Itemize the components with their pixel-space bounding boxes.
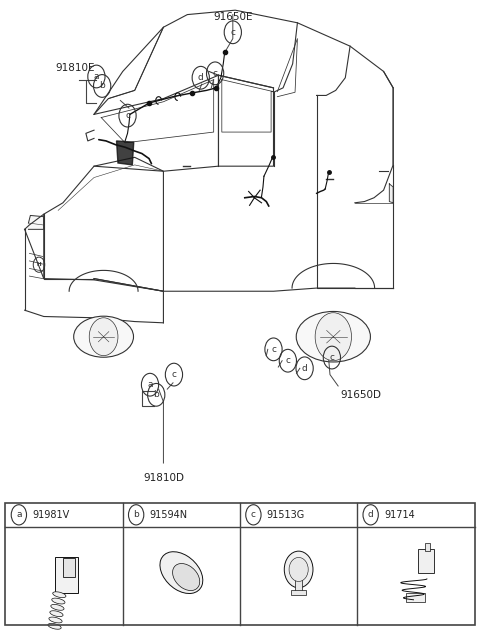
Polygon shape	[117, 141, 134, 165]
Ellipse shape	[160, 552, 203, 594]
Text: d: d	[368, 510, 373, 519]
Bar	[291, 590, 306, 595]
Text: 91981V: 91981V	[32, 510, 70, 520]
Ellipse shape	[284, 551, 313, 588]
Bar	[424, 543, 430, 551]
Ellipse shape	[173, 563, 200, 591]
Text: a: a	[147, 380, 153, 389]
Text: 91810D: 91810D	[143, 473, 184, 483]
Bar	[295, 576, 302, 592]
Circle shape	[315, 313, 351, 361]
Text: c: c	[171, 370, 177, 379]
Ellipse shape	[74, 316, 133, 357]
Text: c: c	[271, 345, 276, 354]
Bar	[63, 558, 75, 577]
Ellipse shape	[50, 611, 63, 617]
Text: b: b	[154, 391, 159, 399]
Text: c: c	[286, 356, 290, 365]
Bar	[418, 549, 433, 573]
Text: c: c	[230, 28, 235, 37]
Text: d: d	[198, 73, 204, 82]
Bar	[55, 557, 78, 594]
Ellipse shape	[48, 624, 61, 629]
Text: d: d	[302, 364, 308, 373]
Text: b: b	[133, 510, 139, 519]
Ellipse shape	[52, 598, 65, 604]
Text: b: b	[99, 82, 105, 91]
Polygon shape	[389, 184, 393, 203]
Text: 91714: 91714	[384, 510, 415, 520]
Text: 91650E: 91650E	[213, 12, 252, 22]
Text: c: c	[125, 111, 130, 120]
Text: c: c	[213, 69, 217, 78]
Text: a: a	[94, 72, 99, 81]
Text: 91650D: 91650D	[340, 391, 382, 401]
Text: 91594N: 91594N	[150, 510, 188, 520]
Circle shape	[89, 318, 118, 356]
Ellipse shape	[53, 592, 66, 598]
Text: 91810E: 91810E	[55, 63, 95, 73]
Bar	[5, 503, 475, 625]
Ellipse shape	[296, 311, 371, 362]
Text: a: a	[16, 510, 22, 519]
Ellipse shape	[49, 617, 62, 623]
Text: 91513G: 91513G	[267, 510, 305, 520]
Text: H: H	[36, 262, 41, 267]
Ellipse shape	[51, 605, 64, 610]
Text: c: c	[251, 510, 256, 519]
Ellipse shape	[289, 558, 308, 582]
Polygon shape	[28, 215, 44, 229]
Bar	[406, 594, 425, 603]
Text: c: c	[329, 353, 335, 362]
